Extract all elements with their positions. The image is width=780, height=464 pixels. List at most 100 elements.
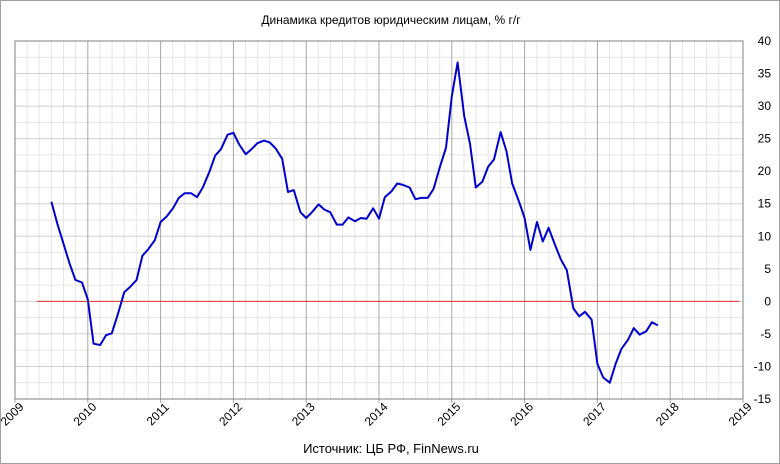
data-point: [524, 217, 526, 219]
data-point: [457, 62, 459, 64]
data-point: [74, 279, 76, 281]
data-point: [469, 143, 471, 145]
grid: [14, 40, 744, 403]
y-tick-label: -15: [754, 392, 772, 406]
data-point: [493, 159, 495, 161]
data-point: [639, 334, 641, 336]
data-point: [500, 131, 502, 133]
y-tick-label: 0: [764, 294, 771, 308]
data-point: [536, 221, 538, 223]
data-point: [336, 224, 338, 226]
data-point: [566, 269, 568, 271]
data-point: [227, 134, 229, 136]
x-tick-label: 2013: [289, 400, 318, 429]
data-point: [123, 291, 125, 293]
data-point: [402, 184, 404, 186]
y-tick-label: 5: [764, 262, 771, 276]
data-point: [445, 147, 447, 149]
data-point: [584, 311, 586, 313]
data-point: [657, 324, 659, 326]
y-tick-label: -10: [754, 359, 772, 373]
data-point: [87, 298, 89, 300]
x-axis-tick-labels: 2009 2010 2011 2012 2013 2014 2015 2016 2017 2018…: [1, 400, 755, 429]
y-tick-label: -5: [760, 327, 771, 341]
data-point: [281, 158, 283, 160]
data-point: [196, 196, 198, 198]
data-point: [160, 221, 162, 223]
data-point: [141, 255, 143, 257]
data-point: [645, 330, 647, 332]
y-tick-label: 30: [758, 99, 772, 113]
data-point: [529, 249, 531, 251]
data-point: [438, 168, 440, 170]
x-tick-label: 2010: [71, 400, 100, 429]
x-tick-label: 2009: [1, 400, 27, 429]
data-point: [372, 207, 374, 209]
plot-area-border: [14, 40, 744, 400]
data-point: [560, 259, 562, 261]
data-point: [572, 308, 574, 310]
x-tick-label: 2016: [507, 400, 536, 429]
data-point: [287, 191, 289, 193]
y-tick-label: 20: [758, 164, 772, 178]
y-axis-tick-labels: 40 35 30 25 20 15 10 5 0 -5 -10 -15: [754, 34, 772, 406]
data-point: [318, 203, 320, 205]
x-tick-label: 2014: [362, 400, 391, 429]
data-point: [165, 216, 167, 218]
data-point: [384, 196, 386, 198]
data-point: [69, 263, 71, 265]
data-point: [366, 218, 368, 220]
data-point: [208, 171, 210, 173]
data-point: [427, 197, 429, 199]
y-tick-label: 40: [758, 34, 772, 48]
data-point: [172, 207, 174, 209]
data-point: [518, 200, 520, 202]
data-point: [578, 315, 580, 317]
data-point: [542, 241, 544, 243]
data-point: [93, 343, 95, 345]
data-point: [50, 201, 52, 203]
data-point: [390, 190, 392, 192]
data-point: [220, 148, 222, 150]
data-point: [633, 327, 635, 329]
data-point: [178, 197, 180, 199]
y-tick-label: 25: [758, 132, 772, 146]
data-point: [256, 142, 258, 144]
data-point: [147, 248, 149, 250]
data-point: [311, 211, 313, 213]
data-point: [378, 218, 380, 220]
data-point: [342, 224, 344, 226]
x-tick-label: 2018: [653, 400, 682, 429]
data-point: [323, 209, 325, 211]
x-tick-label: 2019: [726, 400, 755, 429]
data-point: [251, 148, 253, 150]
data-point: [481, 181, 483, 183]
data-point: [202, 187, 204, 189]
data-point: [347, 216, 349, 218]
x-tick-label: 2017: [580, 400, 609, 429]
x-tick-label: 2012: [216, 400, 245, 429]
y-tick-label: 10: [758, 229, 772, 243]
data-point: [554, 244, 556, 246]
data-point: [475, 187, 477, 189]
data-point: [232, 132, 234, 134]
data-point: [396, 183, 398, 185]
data-point: [602, 377, 604, 379]
data-point: [548, 227, 550, 229]
y-tick-label: 15: [758, 197, 772, 211]
data-point: [184, 192, 186, 194]
data-point: [620, 348, 622, 350]
data-point: [269, 142, 271, 144]
chart-title: Динамика кредитов юридическим лицам, % г…: [261, 13, 521, 27]
data-point: [354, 220, 356, 222]
data-point: [245, 153, 247, 155]
data-point: [263, 140, 265, 142]
data-point: [360, 217, 362, 219]
data-point: [420, 197, 422, 199]
data-point: [463, 115, 465, 117]
data-point: [99, 344, 101, 346]
data-point: [511, 183, 513, 185]
data-point: [591, 319, 593, 321]
data-point: [81, 282, 83, 284]
